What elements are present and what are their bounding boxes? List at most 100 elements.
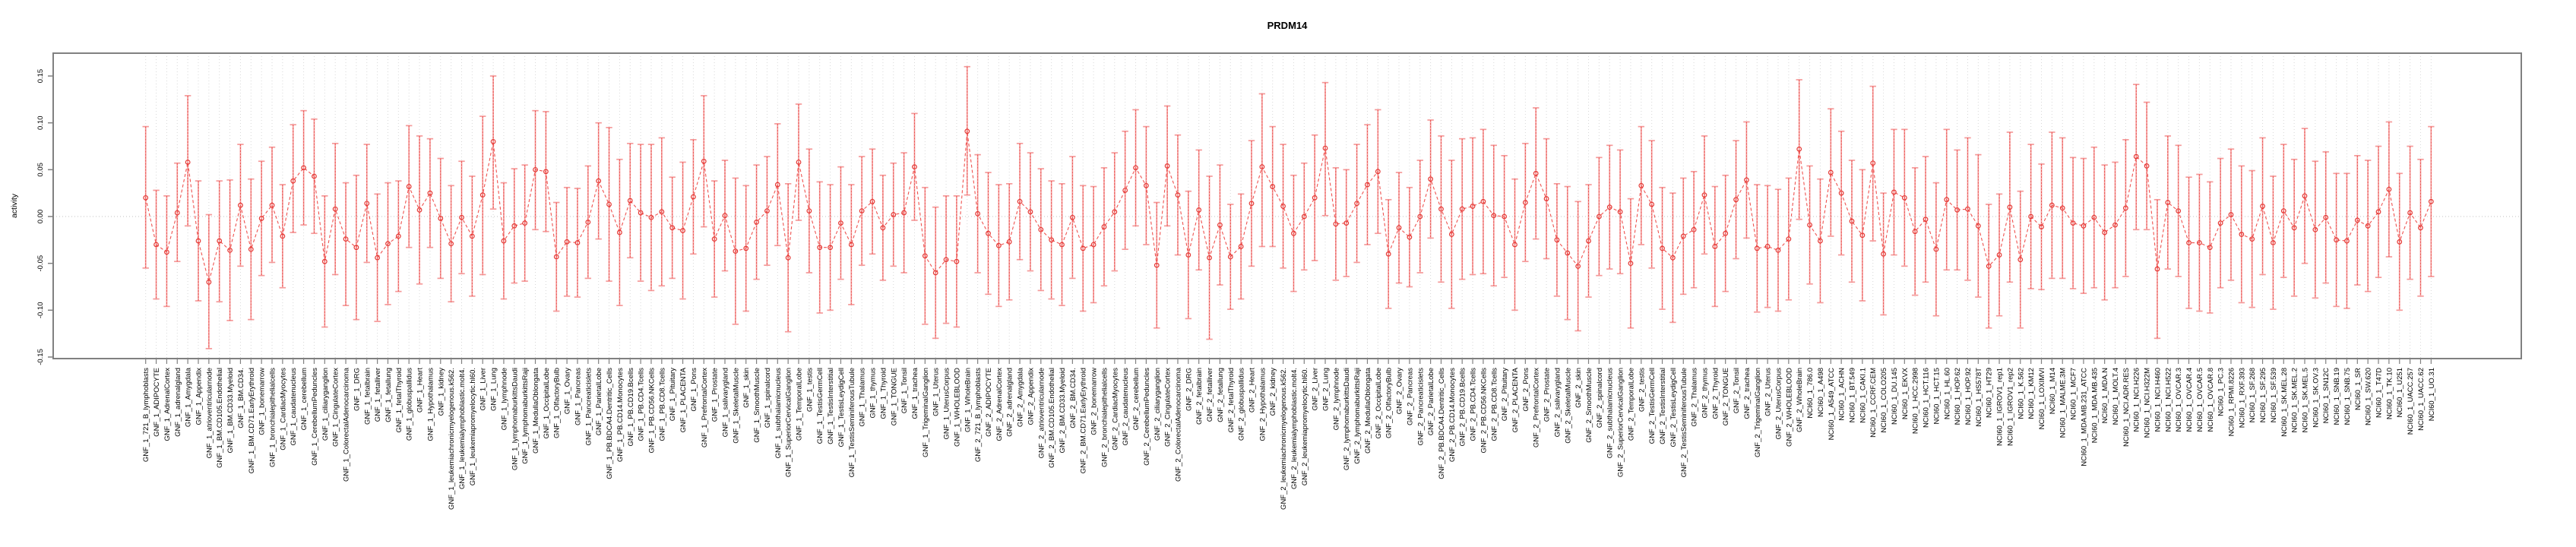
data-point: [2312, 226, 2318, 232]
x-tick-label: NCI60_1_MDA.MB.435: [2090, 368, 2099, 443]
x-tick-label: NCI60_1_U251: [2396, 368, 2404, 418]
x-tick-label: GNF_2_SuperiorCervicalGanglion: [1617, 368, 1625, 477]
error-bar: [2417, 158, 2424, 297]
data-point: [1923, 217, 1929, 223]
x-tick-label: GNF_1_MedullaOblongata: [532, 367, 540, 454]
x-tick-label: GNF_2_DRG: [1185, 368, 1193, 411]
data-point: [1428, 176, 1434, 182]
data-point: [1996, 252, 2002, 258]
x-tick-label: GNF_1_Ovary: [564, 368, 572, 414]
data-point: [143, 194, 149, 201]
data-point: [258, 216, 264, 221]
data-point: [1385, 251, 1391, 257]
x-tick-label: GNF_1_Prostate: [711, 368, 720, 422]
data-point: [375, 255, 381, 261]
error-bar: [1817, 178, 1824, 304]
x-tick-label: GNF_1_ColorectalAdenocarcinoma: [343, 367, 351, 482]
x-tick-label: NCI60_1_T47D: [2375, 368, 2384, 418]
x-tick-label: NCI60_1_786.0: [1806, 368, 1815, 419]
data-point: [2228, 212, 2234, 217]
error-bar: [964, 65, 970, 196]
data-point: [1291, 230, 1296, 236]
x-tick-label: NCI60_1_NCI.H226: [2133, 368, 2141, 432]
x-tick-label: GNF_1_PB.CD56.NKCells: [647, 368, 656, 454]
x-tick-label: GNF_2_WholeBrain: [1796, 368, 1804, 432]
data-point: [2207, 245, 2213, 251]
error-bar: [1459, 138, 1466, 280]
data-point: [2249, 236, 2255, 242]
error-bar: [1406, 186, 1413, 288]
data-point: [1164, 163, 1170, 169]
data-point: [1986, 263, 1992, 269]
y-tick-label: 0.05: [36, 163, 45, 177]
error-bar: [521, 164, 528, 282]
data-point: [1944, 197, 1950, 203]
data-point: [585, 219, 591, 225]
data-point: [2239, 232, 2245, 237]
data-point: [954, 258, 960, 264]
x-tick-label: GNF_1_OlfactoryBulb: [553, 368, 562, 438]
data-point: [185, 160, 191, 165]
error-bar: [163, 195, 170, 308]
y-tick-label: -0.15: [36, 349, 45, 365]
data-point: [617, 229, 622, 236]
x-tick-label: NCI60_1_OVCAR.3: [2175, 368, 2183, 432]
x-tick-label: GNF_1_Tonsil: [900, 368, 909, 413]
x-tick-label: GNF_1_PB.CD4.Tcells: [638, 368, 646, 441]
data-point: [564, 239, 570, 245]
x-tick-label: NCI60_1_HOP.62: [1954, 368, 1962, 425]
x-tick-label: NCI60_1_SNB.19: [2333, 368, 2341, 425]
x-tick-label: GNF_1_Appendix: [195, 368, 204, 425]
data-point: [406, 184, 412, 189]
data-point: [1807, 222, 1812, 228]
data-point: [606, 201, 612, 207]
data-point: [1901, 194, 1907, 201]
x-tick-label: NCI60_1_TK.10: [2385, 368, 2394, 419]
data-point: [353, 245, 359, 251]
data-point: [1343, 220, 1350, 226]
error-bar: [2375, 145, 2382, 278]
data-point: [1870, 160, 1876, 166]
x-tick-label: GNF_1_fetalliver: [374, 368, 382, 422]
data-point: [711, 236, 717, 242]
x-tick-label: NCI60_1_NCI.ADR.RES: [2122, 368, 2131, 447]
data-point: [1059, 242, 1065, 248]
error-bar: [395, 180, 402, 292]
data-point: [1723, 230, 1729, 236]
data-point: [828, 245, 833, 251]
data-point: [1828, 169, 1834, 175]
x-tick-label: GNF_2_ColorectalAdenocarcinoma: [1174, 367, 1182, 482]
plot-border: [52, 52, 2522, 359]
x-tick-label: NCI60_1_UACC.62: [2417, 368, 2426, 431]
data-point: [1080, 245, 1086, 251]
data-point: [153, 242, 159, 248]
x-tick-label: GNF_2_BM.CD34.: [1069, 368, 1078, 428]
error-bar: [1448, 160, 1455, 309]
data-point: [2323, 214, 2329, 220]
error-bar: [1080, 185, 1087, 312]
error-bar: [1848, 160, 1856, 283]
x-tick-label: GNF_2_SmoothMuscle: [1585, 368, 1593, 443]
data-point: [301, 165, 307, 171]
x-tick-label: GNF_1_bronchialepithelialcells: [269, 368, 277, 467]
data-point: [922, 253, 928, 259]
data-point: [880, 225, 886, 231]
x-tick-label: GNF_1_lymphomaburkittsRaji: [521, 368, 530, 464]
error-bar: [1343, 169, 1350, 277]
error-bar: [1332, 167, 1340, 281]
data-point: [1565, 250, 1571, 256]
x-tick-label: GNF_1_CerebellumPeduncles: [311, 368, 319, 466]
error-bar: [784, 182, 792, 333]
data-point: [2386, 186, 2392, 192]
x-tick-label: GNF_1_PB.CD19.Bcells: [627, 368, 635, 447]
error-bar: [205, 213, 213, 349]
x-tick-label: GNF_2_PrefrontalCortex: [1533, 368, 1541, 447]
x-tick-label: GNF_1_Hypothalamus: [426, 368, 435, 441]
x-tick-label: GNF_2_PB.CD8.Tcells: [1490, 368, 1498, 441]
error-bar: [2343, 172, 2350, 309]
data-point: [2133, 153, 2139, 160]
x-tick-label: GNF_2_Amygdala: [1017, 367, 1025, 427]
error-bar: [606, 127, 612, 282]
x-tick-label: GNF_1_leukemiachronicmyelogenous.k562.: [448, 368, 456, 510]
axes-layer: -0.15 -0.10 -0.05 0.00 0.05 0.10 0.15 GNF_1_721…: [36, 69, 2436, 510]
